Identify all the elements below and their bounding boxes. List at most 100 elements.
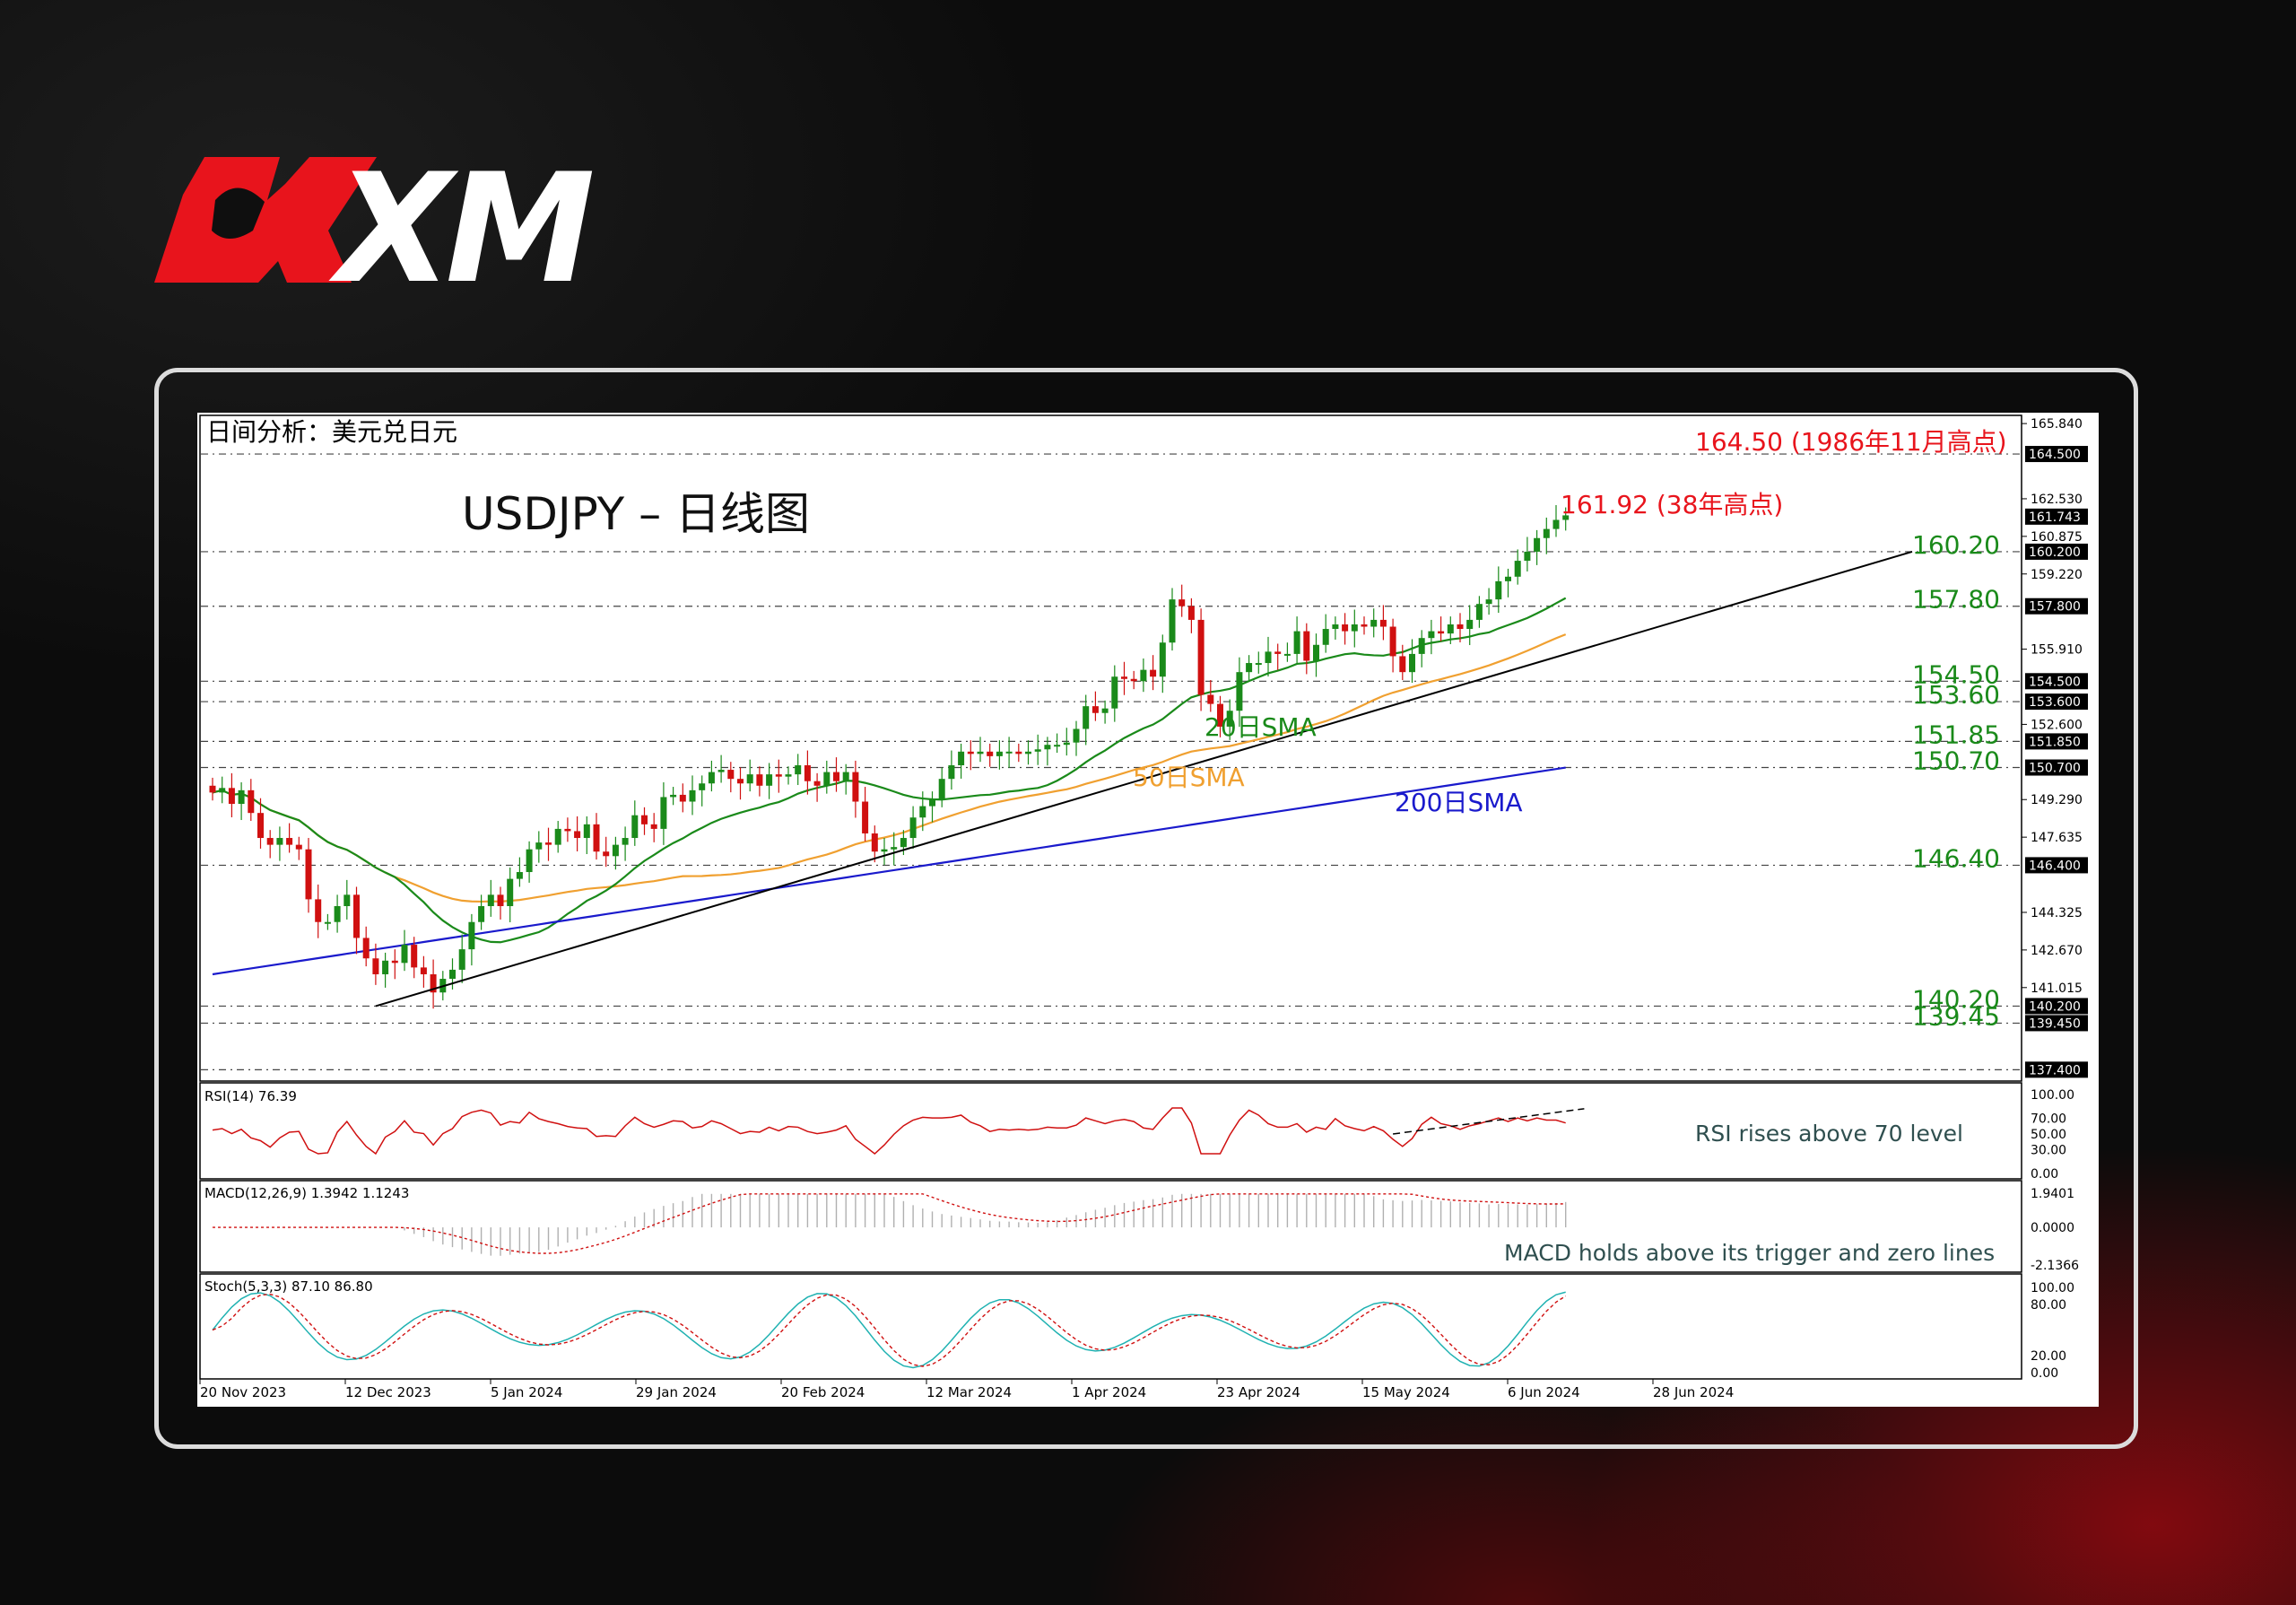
price-tick-label: 155.910: [2031, 643, 2083, 658]
high-annotation: 161.92 (38年高点): [1561, 490, 1783, 519]
candle: [295, 836, 302, 860]
candle-body: [1178, 599, 1186, 606]
macd-tick-label: -2.1366: [2031, 1259, 2079, 1273]
candle-body: [1121, 676, 1127, 679]
last-price-text: 161.743: [2029, 510, 2081, 525]
rsi-tick-label: 50.00: [2031, 1128, 2066, 1142]
candle: [660, 781, 667, 845]
date-tick-label: 28 Jun 2024: [1653, 1384, 1734, 1400]
candle-body: [929, 798, 935, 807]
candle-body: [1389, 626, 1396, 657]
price-tag: 150.700: [2025, 759, 2088, 776]
candle-body: [487, 894, 494, 907]
macd-panel: MACD(12,26,9) 1.3942 1.1243 MACD holds a…: [199, 1180, 2022, 1273]
candle: [1466, 605, 1474, 646]
candle: [545, 827, 552, 861]
candle: [1505, 568, 1511, 598]
candle: [228, 772, 235, 817]
candle: [526, 841, 533, 883]
candle: [871, 825, 878, 863]
candle-body: [958, 751, 965, 765]
candle-body: [1485, 599, 1492, 605]
candle-body: [353, 894, 360, 938]
candle: [775, 759, 782, 793]
candle-body: [775, 774, 782, 777]
candle: [804, 750, 811, 795]
candle-body: [900, 838, 907, 848]
date-tick-label: 6 Jun 2024: [1508, 1384, 1580, 1400]
candle: [1514, 549, 1521, 585]
candle: [1361, 616, 1368, 635]
price-tick-label: 159.220: [2031, 568, 2083, 582]
candle-body: [1044, 745, 1051, 750]
candle: [948, 750, 955, 790]
candle-body: [1255, 663, 1262, 666]
candle: [1091, 691, 1099, 721]
price-tag-text: 151.850: [2029, 735, 2081, 749]
price-tick-label: 142.670: [2031, 944, 2083, 958]
candle: [1475, 596, 1483, 628]
candle-body: [516, 872, 523, 879]
candle-body: [891, 847, 898, 850]
price-tag-text: 154.500: [2029, 675, 2081, 689]
candle: [430, 959, 437, 1009]
candle-body: [795, 764, 802, 775]
level-label: 150.70: [1912, 746, 2000, 776]
price-tag-text: 139.450: [2029, 1016, 2081, 1031]
candle: [650, 813, 657, 842]
price-tag: 146.400: [2025, 857, 2088, 874]
price-tag: 140.200: [2025, 998, 2088, 1015]
candle: [334, 894, 341, 933]
rsi-line: [212, 1107, 1566, 1156]
candle-body: [266, 838, 274, 845]
candle-body: [746, 774, 753, 784]
candle: [411, 937, 418, 979]
candle-body: [535, 842, 543, 850]
candle-body: [1361, 624, 1368, 627]
candle: [1534, 529, 1541, 565]
candle-body: [372, 958, 379, 974]
candle-body: [1399, 656, 1406, 673]
date-tick-label: 15 May 2024: [1362, 1384, 1450, 1400]
candle: [1495, 566, 1502, 614]
candle: [987, 743, 994, 767]
candle: [583, 816, 590, 855]
candle-body: [526, 849, 533, 873]
candle: [209, 777, 216, 801]
candle-body: [1073, 728, 1080, 743]
candle-body: [1438, 631, 1445, 634]
candle: [813, 772, 821, 802]
candle: [1370, 608, 1378, 638]
candle-body: [813, 781, 821, 786]
price-tick-label: 147.635: [2031, 831, 2083, 845]
candle: [276, 826, 283, 861]
candle-body: [987, 751, 994, 756]
candle-body: [1054, 745, 1061, 747]
price-tag: 157.800: [2025, 598, 2088, 615]
candle-body: [871, 833, 878, 852]
candle-body: [1111, 676, 1118, 709]
candle-body: [977, 751, 984, 755]
candle-body: [852, 772, 859, 802]
candle-body: [228, 788, 235, 805]
candle: [305, 838, 312, 913]
candle: [718, 755, 725, 783]
candle-body: [785, 774, 792, 777]
candle-body: [507, 878, 514, 907]
level-label: 140.20: [1912, 984, 2000, 1014]
candle-body: [1466, 619, 1474, 630]
panel-label: 日间分析：美元兑日元: [206, 417, 457, 447]
candle: [219, 776, 226, 804]
candle-body: [295, 844, 302, 850]
candle: [238, 781, 245, 821]
candle-body: [1543, 528, 1550, 538]
sma200-label: 200日SMA: [1395, 788, 1523, 817]
candle: [1246, 655, 1253, 681]
candle-body: [909, 817, 917, 839]
candle: [1379, 605, 1387, 641]
date-tick-label: 23 Apr 2024: [1217, 1384, 1300, 1400]
candle: [286, 823, 293, 853]
candle-body: [1005, 751, 1013, 754]
candle: [919, 791, 926, 832]
candle: [795, 754, 802, 786]
